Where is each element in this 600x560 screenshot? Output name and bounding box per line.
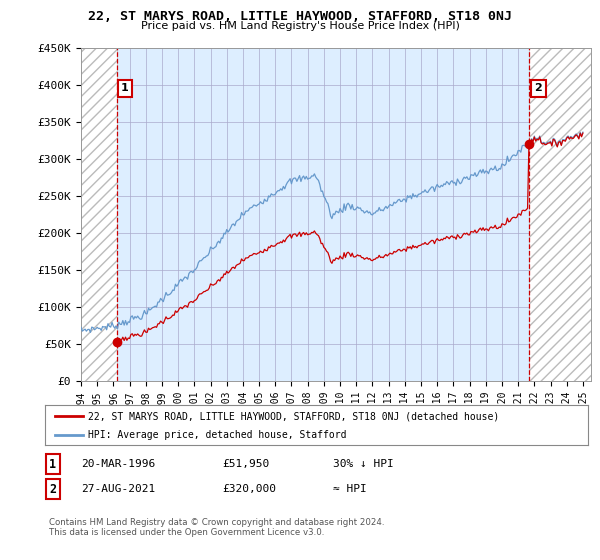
Text: ≈ HPI: ≈ HPI [333, 484, 367, 494]
Text: 27-AUG-2021: 27-AUG-2021 [81, 484, 155, 494]
Text: 2: 2 [535, 83, 542, 94]
Text: 22, ST MARYS ROAD, LITTLE HAYWOOD, STAFFORD, ST18 0NJ: 22, ST MARYS ROAD, LITTLE HAYWOOD, STAFF… [88, 10, 512, 23]
Text: 30% ↓ HPI: 30% ↓ HPI [333, 459, 394, 469]
Text: 20-MAR-1996: 20-MAR-1996 [81, 459, 155, 469]
Text: HPI: Average price, detached house, Stafford: HPI: Average price, detached house, Staf… [88, 430, 347, 440]
Text: Price paid vs. HM Land Registry's House Price Index (HPI): Price paid vs. HM Land Registry's House … [140, 21, 460, 31]
Text: 1: 1 [121, 83, 129, 94]
Text: Contains HM Land Registry data © Crown copyright and database right 2024.
This d: Contains HM Land Registry data © Crown c… [49, 518, 385, 538]
Text: £51,950: £51,950 [222, 459, 269, 469]
Bar [81, 48, 117, 381]
Text: £320,000: £320,000 [222, 484, 276, 494]
Bar [529, 48, 591, 381]
Text: 2: 2 [49, 483, 56, 496]
Text: 22, ST MARYS ROAD, LITTLE HAYWOOD, STAFFORD, ST18 0NJ (detached house): 22, ST MARYS ROAD, LITTLE HAYWOOD, STAFF… [88, 411, 500, 421]
Text: 1: 1 [49, 458, 56, 470]
